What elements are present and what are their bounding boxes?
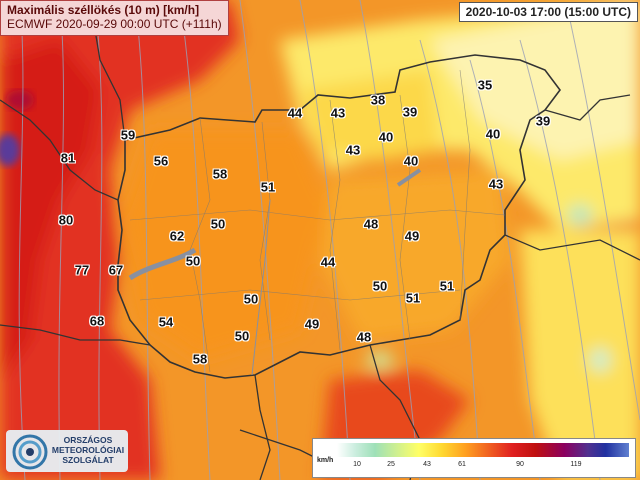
- legend-tick: 10: [353, 461, 361, 468]
- logo-line-2: METEOROLÓGIAI: [51, 445, 125, 455]
- gust-value: 44: [287, 105, 303, 121]
- legend-tick: 119: [570, 461, 582, 468]
- logo-line-3: SZOLGÁLAT: [62, 455, 114, 465]
- gust-value: 39: [535, 113, 551, 129]
- legend-tick: 61: [458, 461, 466, 468]
- gust-value: 50: [372, 278, 388, 294]
- gust-value: 62: [169, 228, 185, 244]
- legend-tick: 25: [387, 461, 395, 468]
- gust-value: 40: [485, 126, 501, 142]
- gust-value: 81: [60, 150, 76, 166]
- dark-red-zone: [6, 90, 34, 110]
- omsz-logo-icon: [12, 434, 48, 470]
- gust-value: 44: [320, 254, 336, 270]
- gust-value: 49: [304, 316, 320, 332]
- legend-tick: 90: [516, 461, 524, 468]
- gust-value: 49: [404, 228, 420, 244]
- gust-value: 40: [378, 129, 394, 145]
- gust-value: 50: [185, 253, 201, 269]
- gust-value: 59: [120, 127, 136, 143]
- model-run-label: ECMWF 2020-09-29 00:00 UTC (+111h): [7, 17, 222, 31]
- gust-value: 43: [330, 105, 346, 121]
- gust-value: 51: [260, 179, 276, 195]
- gust-value: 48: [356, 329, 372, 345]
- legend-tick: 43: [423, 461, 431, 468]
- color-legend: km/h 10 25 43 61 90 119: [312, 438, 636, 478]
- legend-colorbar: [337, 443, 629, 457]
- gust-value: 35: [477, 77, 493, 93]
- gust-value: 68: [89, 313, 105, 329]
- gust-value: 77: [74, 262, 90, 278]
- purple-zone: [0, 134, 20, 166]
- legend-unit: km/h: [317, 457, 334, 464]
- gust-value: 58: [212, 166, 228, 182]
- omsz-logo: ORSZÁGOS METEOROLÓGIAI SZOLGÁLAT: [6, 430, 128, 472]
- gust-value: 39: [402, 104, 418, 120]
- map-title: Maximális széllökés (10 m) [km/h]: [7, 3, 200, 17]
- gust-value: 80: [58, 212, 74, 228]
- gust-value: 43: [345, 142, 361, 158]
- gust-value: 43: [488, 176, 504, 192]
- gust-value: 56: [153, 153, 169, 169]
- lake-balaton: [128, 247, 197, 281]
- streamlines: [18, 0, 640, 480]
- gust-value: 51: [405, 290, 421, 306]
- country-border: [117, 54, 561, 379]
- gust-value: 58: [192, 351, 208, 367]
- gust-value: 50: [243, 291, 259, 307]
- gust-value: 38: [370, 92, 386, 108]
- valid-time-label: 2020-10-03 17:00 (15:00 UTC): [458, 2, 638, 22]
- gust-value: 67: [108, 262, 124, 278]
- gust-value: 50: [210, 216, 226, 232]
- gust-value: 54: [158, 314, 174, 330]
- logo-line-1: ORSZÁGOS: [63, 435, 113, 445]
- gust-value: 48: [363, 216, 379, 232]
- county-lines: [129, 69, 506, 373]
- gust-value: 50: [234, 328, 250, 344]
- lake-tisza: [396, 168, 422, 187]
- gust-value: 40: [403, 153, 419, 169]
- gust-value: 51: [439, 278, 455, 294]
- danube-river: [251, 199, 271, 376]
- map-title-box: Maximális széllökés (10 m) [km/h] ECMWF …: [0, 0, 229, 36]
